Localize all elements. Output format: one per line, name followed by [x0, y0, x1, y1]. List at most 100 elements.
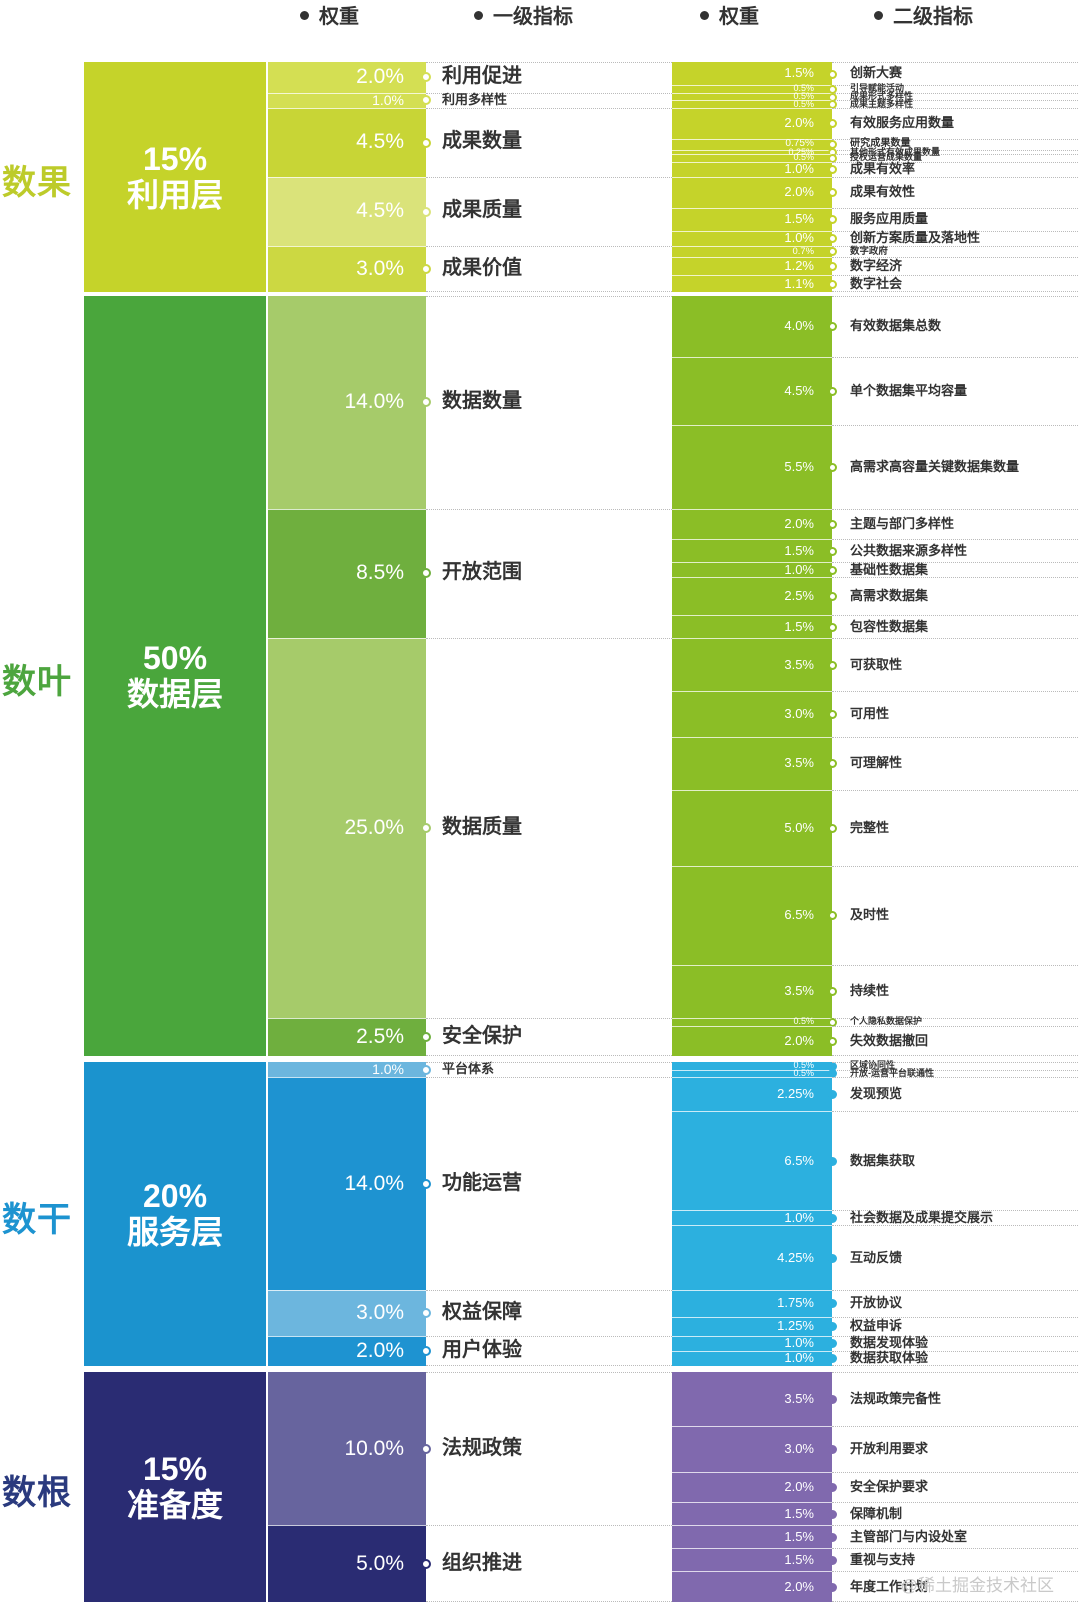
dotted-guide: [832, 246, 1078, 247]
level2-weight: 1.5%: [784, 65, 814, 81]
header-level2-text: 二级指标: [893, 6, 973, 28]
level1-cell: [268, 1290, 426, 1336]
level2-weight: 1.0%: [784, 1209, 814, 1225]
layer-block: 50% 数据层: [84, 296, 266, 1056]
level2-separator: [672, 108, 832, 109]
level2-weight: 0.75%: [785, 138, 814, 150]
level2-separator: [672, 964, 832, 966]
level1-cell: [268, 1372, 426, 1526]
level2-label: 互动反馈: [850, 1249, 903, 1265]
level2-marker-icon: [828, 1156, 837, 1166]
level2-weight: 5.5%: [784, 458, 814, 474]
level1-cell: [268, 62, 426, 93]
level2-separator: [672, 177, 832, 178]
level2-column: [672, 1372, 832, 1602]
level2-marker-icon: [828, 759, 837, 769]
level2-label: 单个数据集平均容量: [850, 382, 968, 398]
level2-label: 创新大赛: [850, 65, 903, 81]
dotted-guide: [426, 1372, 672, 1373]
dotted-guide: [832, 1210, 1078, 1212]
level1-weight: 3.0%: [356, 256, 404, 280]
level1-label: 用户体验: [442, 1338, 522, 1361]
dotted-guide: [832, 1111, 1078, 1113]
level2-weight: 1.5%: [784, 1505, 814, 1521]
layer-side-label: 数果: [2, 164, 72, 202]
level1-cell: [268, 296, 426, 509]
layer-percent: 50%: [142, 640, 208, 676]
header-weight-2-text: 权重: [719, 6, 759, 28]
dotted-guide: [832, 85, 1078, 86]
level1-weight: 14.0%: [344, 1171, 404, 1195]
level1-marker-icon: [421, 1558, 431, 1569]
dotted-guide: [832, 1365, 1078, 1366]
header-level2: 二级指标: [874, 0, 973, 29]
level2-marker-icon: [828, 1483, 837, 1492]
level1-separator: [268, 108, 426, 109]
dotted-guide: [832, 1025, 1078, 1027]
level2-marker-icon: [828, 1036, 837, 1046]
level1-label: 开放范围: [442, 561, 522, 584]
level2-column: [672, 1062, 832, 1366]
level2-separator: [672, 230, 832, 232]
level2-label: 区域协同性: [850, 1060, 896, 1071]
dotted-guide: [832, 1425, 1078, 1427]
dotted-guide: [832, 92, 1078, 94]
level2-separator: [672, 1335, 832, 1337]
level1-weight: 10.0%: [344, 1436, 404, 1460]
dotted-guide: [832, 1069, 1078, 1071]
level2-label: 数据获取体验: [850, 1350, 929, 1366]
level2-separator: [672, 562, 832, 563]
level2-marker-icon: [828, 188, 837, 198]
level1-separator: [268, 177, 426, 178]
level2-separator: [672, 85, 832, 86]
dotted-guide: [832, 1350, 1078, 1352]
dotted-guide: [426, 1525, 672, 1527]
level1-cell: [268, 246, 426, 292]
level2-weight: 0.5%: [793, 1067, 814, 1078]
level1-weight: 1.0%: [372, 1060, 404, 1077]
level1-marker-icon: [421, 1307, 431, 1318]
level2-separator: [672, 866, 832, 867]
level1-marker-icon: [421, 568, 431, 579]
level2-label: 引导赋能活动: [850, 83, 905, 94]
level2-separator: [672, 1548, 832, 1550]
level1-label: 成果价值: [442, 256, 522, 279]
dotted-guide: [832, 161, 1078, 163]
level2-marker-icon: [828, 322, 837, 332]
level2-marker-icon: [828, 279, 837, 289]
dotted-guide: [426, 246, 672, 247]
level1-separator: [268, 638, 426, 639]
bullet-dot-icon: [474, 11, 483, 21]
level2-marker-icon: [828, 1555, 837, 1565]
header-level1-text: 一级指标: [493, 6, 573, 28]
level2-weight: 2.5%: [784, 588, 814, 604]
level2-separator: [672, 207, 832, 209]
level2-marker-icon: [828, 911, 837, 921]
level2-weight: 1.75%: [777, 1295, 814, 1311]
level1-marker-icon: [421, 95, 431, 106]
dotted-guide: [832, 1055, 1078, 1056]
level2-weight: 1.5%: [784, 1551, 814, 1567]
level1-label: 功能运营: [442, 1171, 522, 1194]
level2-separator: [672, 1502, 832, 1504]
bullet-dot-icon: [300, 11, 309, 21]
level1-weight: 1.0%: [372, 91, 404, 108]
dotted-guide: [832, 691, 1078, 693]
level1-separator: [268, 246, 426, 247]
level2-weight: 1.5%: [784, 1528, 814, 1544]
dotted-guide: [832, 1018, 1078, 1019]
level2-weight: 1.2%: [784, 257, 814, 273]
header-weight-1: 权重: [300, 0, 359, 29]
layer-side-label: 数根: [2, 1474, 72, 1512]
level2-separator: [672, 150, 832, 152]
dotted-guide: [832, 207, 1078, 209]
level2-label: 开放-运营平台联通性: [850, 1067, 934, 1078]
level2-weight: 0.5%: [793, 83, 814, 94]
dotted-guide: [426, 296, 672, 297]
level2-label: 成果有效性: [850, 184, 916, 200]
dotted-guide: [832, 150, 1078, 152]
level1-weight: 5.0%: [356, 1551, 404, 1575]
level1-weight: 4.5%: [356, 130, 404, 154]
level1-label: 法规政策: [442, 1436, 522, 1459]
